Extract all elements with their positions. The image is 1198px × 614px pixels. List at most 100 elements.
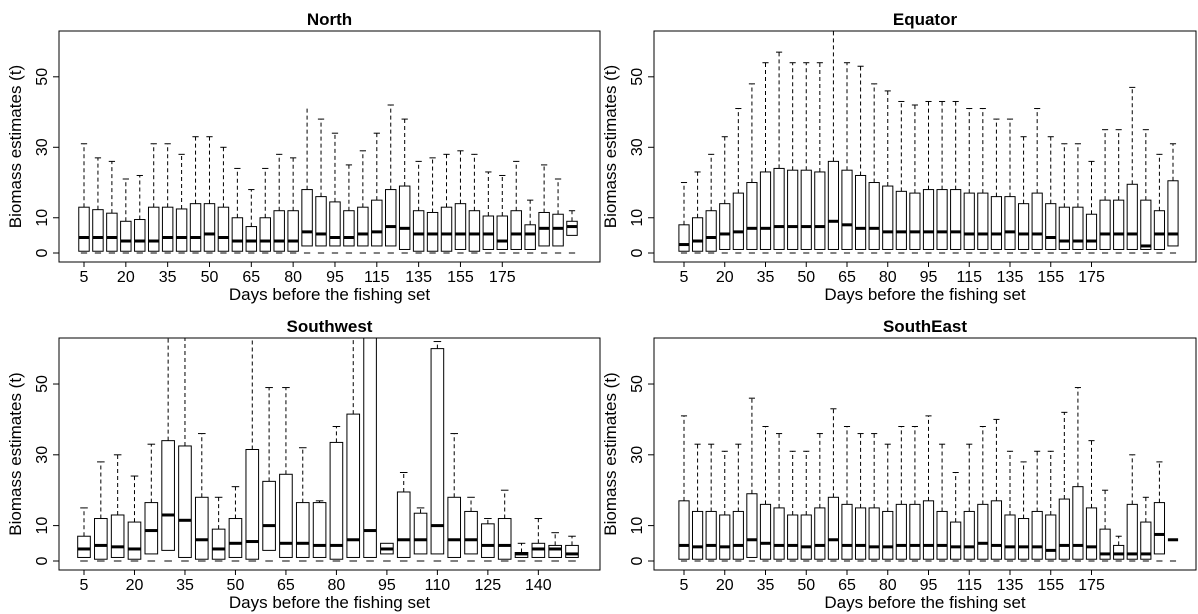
iqr-box <box>396 491 411 558</box>
iqr-box <box>705 510 717 560</box>
box-day-95 <box>922 415 935 562</box>
iqr-box <box>175 208 188 252</box>
box-day-25 <box>732 443 744 562</box>
box-day-65 <box>245 189 258 254</box>
plot-frame <box>653 337 1197 571</box>
box-day-130 <box>1017 461 1030 562</box>
iqr-box <box>1085 213 1098 250</box>
box-day-15 <box>110 454 125 562</box>
x-tick-label: 80 <box>879 577 897 594</box>
x-tick-label: 95 <box>326 269 344 286</box>
box-day-10 <box>94 461 108 562</box>
iqr-box <box>691 510 704 560</box>
x-tick-label: 35 <box>757 577 775 594</box>
iqr-box <box>990 500 1003 560</box>
box-day-135 <box>1031 450 1043 562</box>
box-day-25 <box>732 108 744 254</box>
iqr-box <box>1140 521 1152 560</box>
iqr-box <box>228 518 243 558</box>
iqr-box <box>144 502 159 555</box>
box-day-140 <box>531 518 546 562</box>
iqr-box <box>1085 507 1098 560</box>
iqr-box <box>77 535 91 558</box>
iqr-box <box>426 211 439 252</box>
iqr-box <box>759 171 772 250</box>
panel-title: North <box>307 10 352 29</box>
iqr-box <box>691 217 704 252</box>
box-day-45 <box>211 496 226 562</box>
iqr-box <box>705 210 717 252</box>
box-day-100 <box>343 164 355 254</box>
iqr-box <box>497 518 512 560</box>
box-day-160 <box>1099 489 1111 562</box>
iqr-box <box>161 440 175 551</box>
plot-frame <box>58 337 601 571</box>
x-tick-label: 115 <box>956 577 982 594</box>
iqr-box <box>454 203 467 250</box>
iqr-box <box>841 169 853 250</box>
iqr-box <box>1153 502 1166 555</box>
iqr-box <box>161 206 174 252</box>
box-day-140 <box>454 150 467 254</box>
box-day-20 <box>719 136 731 254</box>
iqr-box <box>565 544 579 558</box>
box-day-145 <box>1058 411 1070 562</box>
iqr-box <box>1031 510 1043 560</box>
box-day-85 <box>895 100 907 254</box>
iqr-box <box>936 510 948 560</box>
iqr-box <box>1167 180 1179 247</box>
box-day-70 <box>854 433 867 562</box>
iqr-box <box>1058 206 1070 250</box>
box-day-150 <box>482 171 495 254</box>
box-day-150 <box>565 535 579 562</box>
box-day-105 <box>357 150 369 254</box>
box-day-95 <box>922 100 935 254</box>
iqr-box <box>854 174 867 250</box>
iqr-box <box>92 209 104 252</box>
iqr-box <box>178 445 192 558</box>
iqr-box <box>1072 206 1084 250</box>
box-day-115 <box>385 104 397 254</box>
box-day-130 <box>1017 136 1030 254</box>
box-day-120 <box>990 418 1003 562</box>
box-day-75 <box>868 83 880 254</box>
iqr-box <box>1017 518 1030 560</box>
box-day-125 <box>1004 118 1016 254</box>
box-day-85 <box>346 338 361 562</box>
iqr-box <box>312 502 327 558</box>
x-tick-label: 175 <box>1078 269 1105 286</box>
iqr-box <box>127 521 142 560</box>
x-tick-label: 135 <box>405 269 432 286</box>
iqr-box <box>1099 199 1111 250</box>
iqr-box <box>732 510 744 560</box>
x-tick-label: 20 <box>716 269 734 286</box>
box-day-150 <box>1072 387 1084 562</box>
box-day-55 <box>217 146 230 254</box>
box-day-70 <box>854 65 867 254</box>
box-day-25 <box>134 174 146 254</box>
box-day-165 <box>524 199 536 254</box>
iqr-box <box>950 189 962 250</box>
iqr-box <box>447 496 462 558</box>
box-day-50 <box>228 486 243 562</box>
box-day-175 <box>1140 129 1152 254</box>
box-day-55 <box>814 62 826 254</box>
panel-3: SouthEast 0 10 30 50 Biomass estimates (t) 5 20… <box>601 317 1197 612</box>
y-axis-label: Biomass estimates (t) <box>601 372 620 535</box>
iqr-box <box>963 192 975 250</box>
iqr-box <box>357 206 369 247</box>
iqr-box <box>868 507 880 560</box>
iqr-box <box>371 199 383 247</box>
box-day-175 <box>552 178 564 254</box>
box-day-75 <box>312 500 327 562</box>
box-day-30 <box>746 397 758 562</box>
y-axis-label: Biomass estimates (t) <box>6 65 25 228</box>
iqr-box <box>1153 210 1166 250</box>
x-tick-label: 125 <box>475 577 502 594</box>
iqr-box <box>78 206 90 252</box>
iqr-box <box>1045 514 1057 560</box>
box-day-105 <box>950 100 962 254</box>
box-day-15 <box>106 160 118 254</box>
iqr-box <box>94 518 108 560</box>
box-day-120 <box>990 118 1003 254</box>
